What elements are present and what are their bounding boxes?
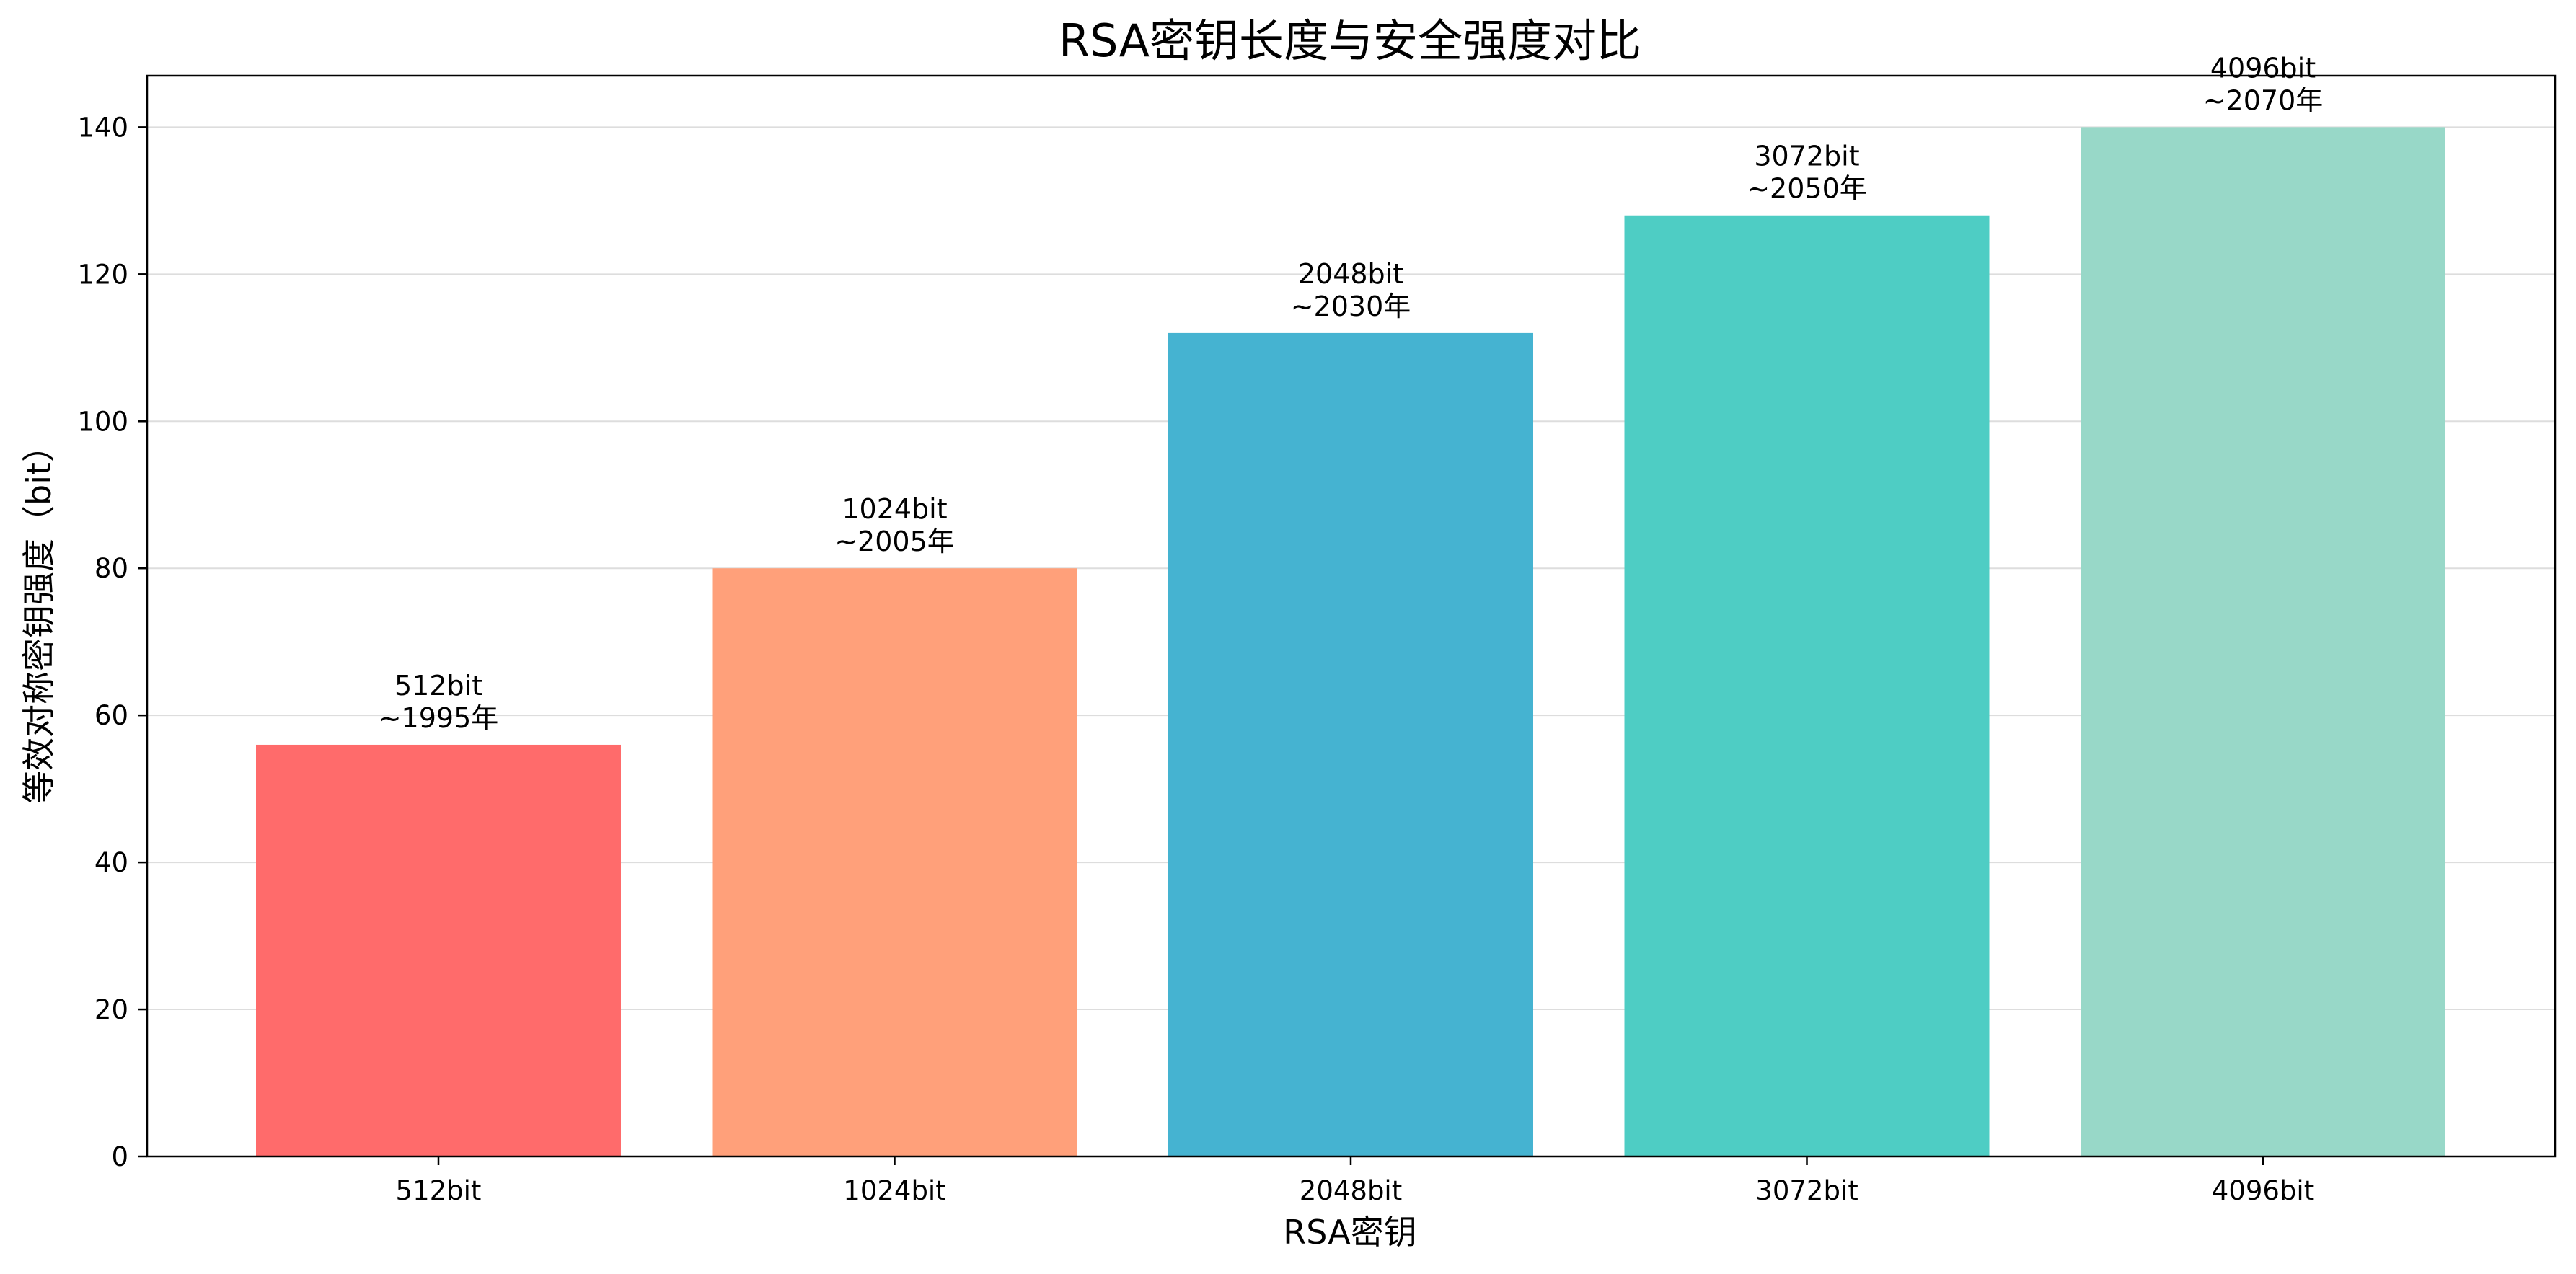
- plot-frame: [146, 74, 2557, 1158]
- x-tick-label: 4096bit: [2212, 1175, 2314, 1206]
- bar-512bit: [256, 744, 621, 1156]
- y-tick-label: 40: [94, 847, 128, 878]
- chart-title: RSA密钥长度与安全强度对比: [1059, 14, 1641, 67]
- x-tick-label: 512bit: [396, 1175, 482, 1206]
- data-label-size: 3072bit: [1754, 141, 1859, 172]
- y-axis-title: 等效对称密钥强度（bit）: [19, 429, 58, 804]
- bar-3072bit: [1624, 215, 1990, 1156]
- y-tick-label: 120: [77, 259, 128, 290]
- bar-1024bit: [712, 568, 1077, 1156]
- data-label-year: ~1995年: [379, 702, 499, 734]
- y-tick-label: 80: [94, 553, 128, 584]
- x-tick-label: 3072bit: [1755, 1175, 1858, 1206]
- x-tick-label: 1024bit: [843, 1175, 945, 1206]
- data-label-year: ~2070年: [2203, 84, 2324, 116]
- data-label-size: 512bit: [394, 670, 482, 702]
- x-tick-label: 2048bit: [1300, 1175, 1402, 1206]
- y-tick-label: 20: [94, 994, 128, 1025]
- data-label-size: 4096bit: [2210, 52, 2316, 84]
- y-tick-label: 60: [94, 700, 128, 731]
- data-label-year: ~2050年: [1747, 173, 1867, 205]
- bar-2048bit: [1168, 332, 1533, 1156]
- bar-4096bit: [2081, 127, 2445, 1156]
- y-tick-label: 0: [111, 1141, 128, 1172]
- y-tick-label: 140: [77, 112, 128, 143]
- data-label-size: 2048bit: [1298, 258, 1403, 290]
- x-axis-title: RSA密钥: [1283, 1213, 1416, 1252]
- y-tick-label: 100: [77, 406, 128, 437]
- data-label-year: ~2005年: [834, 526, 955, 557]
- data-label-year: ~2030年: [1291, 291, 1411, 322]
- data-label-size: 1024bit: [842, 493, 947, 525]
